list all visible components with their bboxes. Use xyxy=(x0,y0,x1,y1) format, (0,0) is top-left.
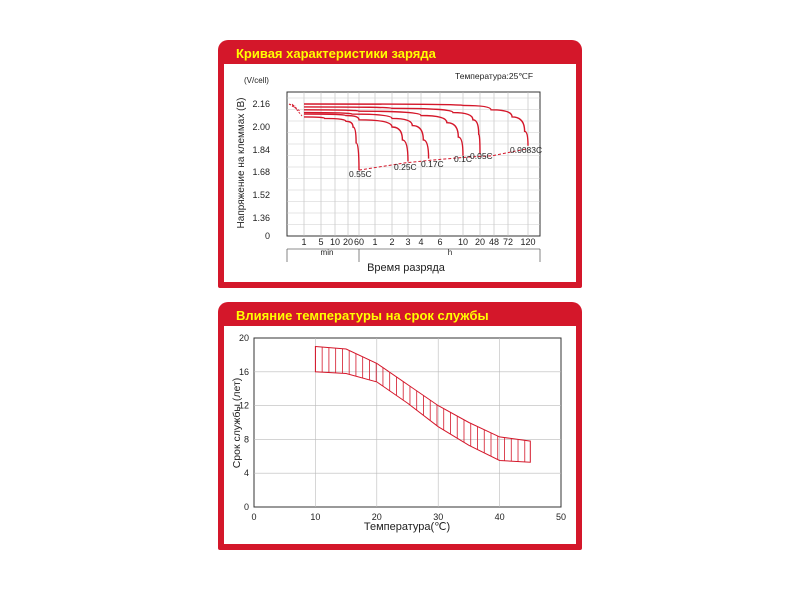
lifetime-xtick-label: 50 xyxy=(556,512,566,522)
discharge-ytick-label: 0 xyxy=(265,231,270,241)
discharge-ytick-label: 1.84 xyxy=(252,145,270,155)
discharge-start-marks xyxy=(288,103,303,117)
discharge-xtick-min: 1 xyxy=(301,237,306,247)
discharge-cutoff-line xyxy=(358,148,529,171)
discharge-xtick-hour: 120 xyxy=(520,237,535,247)
discharge-rate-label: 0.17C xyxy=(421,159,444,169)
discharge-xtick-hour: 4 xyxy=(418,237,423,247)
discharge-temperature-annotation: Температура:25℃F xyxy=(455,71,533,81)
lifetime-ytick-label: 20 xyxy=(239,333,249,343)
lifetime-xtick-label: 30 xyxy=(433,512,443,522)
discharge-hour-label: h xyxy=(448,248,452,257)
discharge-chart-title: Кривая характеристики заряда xyxy=(236,46,436,61)
lifetime-chart-title: Влияние температуры на срок службы xyxy=(236,308,489,323)
lifetime-ytick-label: 0 xyxy=(244,502,249,512)
lifetime-xtick-label: 0 xyxy=(251,512,256,522)
discharge-curve-0.0083C xyxy=(303,103,529,146)
lifetime-band-outline xyxy=(314,345,531,463)
discharge-xtick-hour: 6 xyxy=(437,237,442,247)
discharge-xtick-min: 5 xyxy=(318,237,323,247)
discharge-ytick-label: 2.16 xyxy=(252,99,270,109)
discharge-rate-label: 0.1C xyxy=(454,154,472,164)
discharge-min-label: min xyxy=(321,248,334,257)
lifetime-xtick-label: 10 xyxy=(310,512,320,522)
discharge-rate-label: 0.55C xyxy=(349,169,372,179)
discharge-curve-0.1C xyxy=(303,109,464,156)
discharge-xaxis-label: Время разряда xyxy=(367,262,446,274)
discharge-xtick-hour: 3 xyxy=(405,237,410,247)
discharge-ytick-label: 2.00 xyxy=(252,122,270,132)
discharge-yaxis-label: Напряжение на клеммах (В) xyxy=(236,98,247,229)
discharge-rate-label: 0.25C xyxy=(394,162,417,172)
discharge-ytick-label: 1.68 xyxy=(252,167,270,177)
discharge-xtick-hour: 10 xyxy=(458,237,468,247)
discharge-curve-0.25C xyxy=(303,113,409,162)
discharge-ytick-label: 1.52 xyxy=(252,190,270,200)
discharge-rate-label: 0.05C xyxy=(470,151,493,161)
discharge-ytick-label: 1.36 xyxy=(252,213,270,223)
lifetime-ytick-label: 4 xyxy=(244,468,249,478)
discharge-plot-frame xyxy=(286,91,541,237)
lifetime-ytick-label: 12 xyxy=(239,401,249,411)
discharge-xtick-min: 60 xyxy=(354,237,364,247)
lifetime-ytick-label: 16 xyxy=(239,367,249,377)
lifetime-plot-frame xyxy=(253,337,562,508)
discharge-xtick-hour: 1 xyxy=(372,237,377,247)
discharge-yunit-label: (V/cell) xyxy=(244,76,269,85)
discharge-curve-0.55C xyxy=(303,116,360,171)
discharge-xtick-hour: 2 xyxy=(389,237,394,247)
discharge-xtick-hour: 20 xyxy=(475,237,485,247)
discharge-xtick-min: 10 xyxy=(330,237,340,247)
discharge-xtick-hour: 48 xyxy=(489,237,499,247)
discharge-rate-label: 0.0083C xyxy=(510,145,542,155)
discharge-curve-0.17C xyxy=(303,111,430,159)
discharge-xtick-min: 20 xyxy=(343,237,353,247)
lifetime-ytick-label: 8 xyxy=(244,434,249,444)
lifetime-xtick-label: 20 xyxy=(372,512,382,522)
discharge-xtick-hour: 72 xyxy=(503,237,513,247)
lifetime-xaxis-label: Температура(℃) xyxy=(364,521,450,533)
lifetime-xtick-label: 40 xyxy=(495,512,505,522)
discharge-curve-0.05C xyxy=(303,106,481,155)
lifetime-yaxis-label: Срок службы (лет) xyxy=(231,378,243,469)
